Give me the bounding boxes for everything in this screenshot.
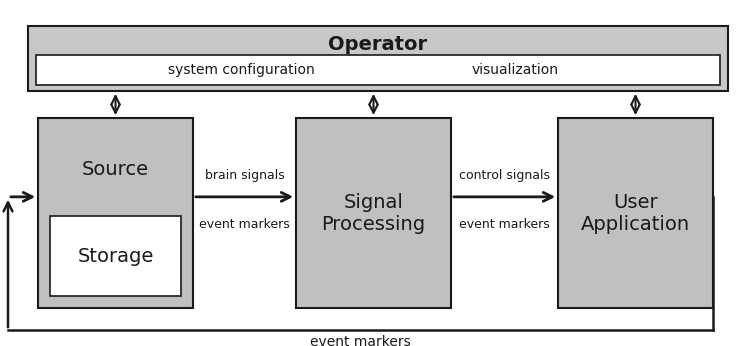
Text: User
Application: User Application [581, 192, 690, 234]
Text: Storage: Storage [77, 247, 154, 266]
Text: Source: Source [82, 160, 149, 179]
Text: Operator: Operator [328, 35, 427, 54]
Text: visualization: visualization [472, 63, 558, 77]
Text: Signal
Processing: Signal Processing [321, 192, 426, 234]
Bar [28, 26, 728, 91]
Text: brain signals: brain signals [204, 169, 285, 182]
Text: event markers: event markers [310, 335, 411, 346]
Bar [296, 118, 451, 308]
Bar [36, 55, 720, 85]
Bar [50, 216, 181, 296]
Bar [38, 118, 193, 308]
Text: event markers: event markers [199, 218, 290, 231]
Text: system configuration: system configuration [167, 63, 315, 77]
Bar [558, 118, 713, 308]
Text: control signals: control signals [459, 169, 550, 182]
Text: event markers: event markers [459, 218, 550, 231]
